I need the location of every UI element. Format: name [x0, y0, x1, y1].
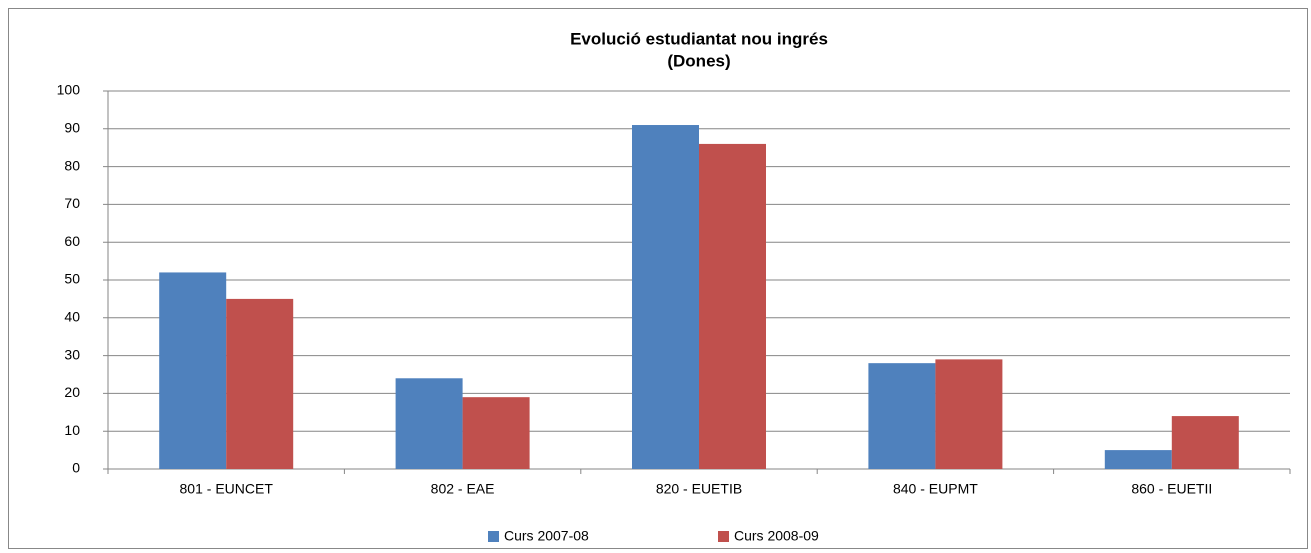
chart-subtitle: (Dones): [667, 51, 730, 70]
legend-label: Curs 2008-09: [734, 528, 819, 544]
bar: [226, 298, 294, 469]
bar: [699, 143, 766, 470]
bar: [1171, 416, 1239, 469]
x-tick-label: 840 - EUPMT: [893, 481, 978, 497]
legend-label: Curs 2007-08: [504, 528, 589, 544]
bar: [159, 272, 227, 469]
y-tick-label: 80: [64, 157, 80, 173]
y-tick-label: 60: [64, 233, 80, 249]
y-tick-label: 90: [64, 120, 80, 136]
x-tick-label: 802 - EAE: [431, 481, 495, 497]
y-tick-label: 50: [64, 271, 80, 287]
y-tick-label: 0: [72, 460, 80, 476]
bar: [1104, 450, 1172, 469]
y-tick-label: 70: [64, 195, 80, 211]
x-tick-label: 801 - EUNCET: [180, 481, 274, 497]
bar: [935, 359, 1003, 469]
chart-title: Evolució estudiantat nou ingrés: [570, 29, 828, 48]
bar: [632, 125, 699, 470]
x-tick-label: 860 - EUETII: [1131, 481, 1212, 497]
legend-swatch: [488, 531, 499, 542]
legend-swatch: [718, 531, 729, 542]
x-tick-label: 820 - EUETIB: [656, 481, 742, 497]
y-tick-label: 100: [57, 82, 81, 98]
bar: [395, 378, 463, 469]
y-tick-label: 30: [64, 346, 80, 362]
y-tick-label: 40: [64, 309, 80, 325]
bar: [462, 397, 530, 469]
y-tick-label: 10: [64, 422, 80, 438]
bar: [868, 363, 936, 469]
y-tick-label: 20: [64, 384, 80, 400]
